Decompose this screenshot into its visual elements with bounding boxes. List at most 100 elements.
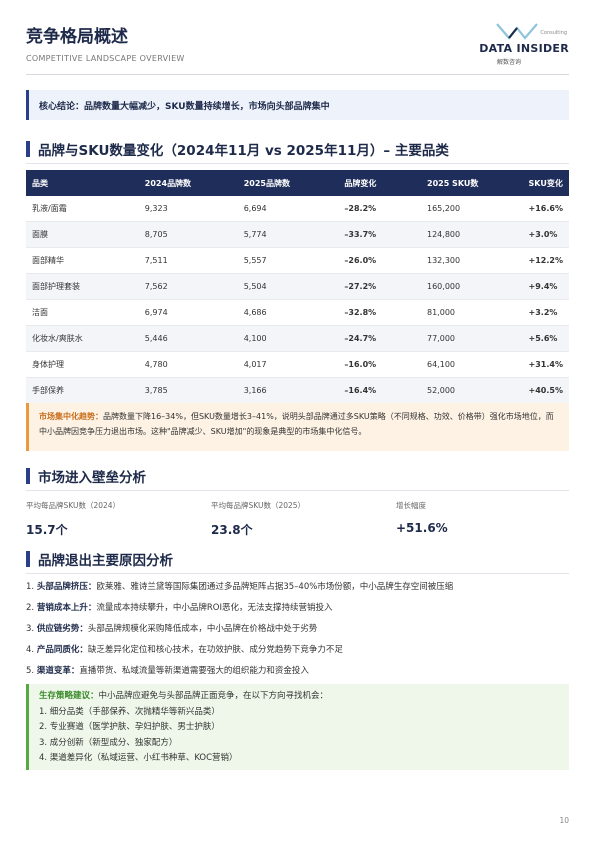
table-cell: 面部精华: [26, 247, 139, 274]
section-accent-bar: [26, 468, 30, 484]
table-cell: 8,705: [138, 221, 238, 248]
list-number: 1.: [26, 582, 35, 592]
page-number: 10: [559, 816, 569, 825]
table-header-cell: 品牌变化: [338, 170, 421, 196]
logo-small-text: Consulting: [540, 30, 567, 36]
table-cell: 化妆水/爽肤水: [26, 325, 139, 352]
table-cell: 5,557: [237, 247, 339, 274]
table-cell: 7,562: [138, 273, 238, 300]
logo-mark-icon: [496, 23, 538, 40]
brand-sku-table: 品类 2024品牌数 2025品牌数 品牌变化 2025 SKU数 SKU变化 …: [26, 170, 569, 404]
section-title-text: 品牌与SKU数量变化（2024年11月 vs 2025年11月）– 主要品类: [38, 143, 449, 159]
table-cell: 4,017: [237, 351, 339, 378]
table-cell: +3.0%: [522, 221, 569, 248]
page-title: 竞争格局概述: [26, 27, 128, 47]
strategy-heading: 生存策略建议：中小品牌应避免与头部品牌正面竞争，在以下方向寻找机会：: [39, 689, 559, 705]
trend-callout: 市场集中化趋势：品牌数量下降16–34%，但SKU数量增长3–41%，说明头部品…: [26, 403, 569, 451]
section-divider: [26, 163, 569, 164]
conclusion-box: 核心结论：品牌数量大幅减少，SKU数量持续增长，市场向头部品牌集中: [26, 90, 569, 120]
list-number: 4.: [26, 645, 35, 655]
table-cell: 77,000: [421, 325, 523, 352]
table-cell: 身体护理: [26, 351, 139, 378]
trend-lead: 市场集中化趋势：: [39, 412, 103, 421]
metric-value: 15.7个: [26, 523, 68, 537]
list-item-text: 头部品牌规模化采购降低成本，中小品牌在价格战中处于劣势: [87, 624, 318, 634]
table-row: 化妆水/爽肤水 5,446 4,100 –24.7% 77,000 +5.6%: [26, 325, 569, 352]
section-title-text: 市场进入壁垒分析: [38, 470, 146, 486]
table-cell: 132,300: [421, 247, 523, 274]
table-cell: 6,974: [138, 299, 238, 326]
page-header: 竞争格局概述 COMPETITIVE LANDSCAPE OVERVIEW Co…: [26, 20, 569, 76]
section-accent-bar: [26, 551, 30, 567]
strategy-item: 1. 细分品类（手部保养、次抛精华等新兴品类）: [39, 706, 220, 717]
list-item-text: 直播带货、私域流量等新渠道需要强大的组织能力和资金投入: [79, 666, 309, 676]
table-cell: 5,446: [138, 325, 238, 352]
list-item-title: 产品同质化：: [36, 645, 88, 655]
list-item: 1. 头部品牌挤压：欧莱雅、雅诗兰黛等国际集团通过多品牌矩阵占据35–40%市场…: [26, 580, 569, 601]
strategy-item: 3. 成分创新（新型成分、独家配方）: [39, 737, 178, 748]
table-row: 手部保养 3,785 3,166 –16.4% 52,000 +40.5%: [26, 377, 569, 404]
table-cell: +5.6%: [522, 325, 569, 352]
data-insider-logo: Consulting DATA INSIDER 解数咨询: [459, 20, 569, 70]
table-cell: 手部保养: [26, 377, 139, 404]
list-item: 2. 营销成本上升：流量成本持续攀升，中小品牌ROI恶化，无法支撑持续营销投入: [26, 601, 569, 622]
section-title-barriers: 市场进入壁垒分析: [26, 466, 569, 486]
table-cell: 7,511: [138, 247, 238, 274]
logo-text: DATA INSIDER: [479, 42, 569, 55]
table-header-cell: 2025品牌数: [237, 170, 339, 196]
list-number: 3.: [26, 624, 35, 634]
metric-sku-2024: 平均每品牌SKU数（2024） 15.7个: [26, 500, 120, 538]
table-cell: 124,800: [421, 221, 523, 248]
strategy-callout: 生存策略建议：中小品牌应避免与头部品牌正面竞争，在以下方向寻找机会： 1. 细分…: [26, 684, 569, 770]
exit-reasons-list: 1. 头部品牌挤压：欧莱雅、雅诗兰黛等国际集团通过多品牌矩阵占据35–40%市场…: [26, 580, 569, 685]
list-item: 4. 产品同质化：缺乏差异化定位和核心技术，在功效护肤、成分党趋势下竞争力不足: [26, 643, 569, 664]
table-cell: 9,323: [138, 196, 238, 222]
metric-label: 平均每品牌SKU数（2025）: [211, 501, 306, 510]
table-cell: 4,686: [237, 299, 339, 326]
page-subtitle: COMPETITIVE LANDSCAPE OVERVIEW: [26, 54, 185, 63]
list-item: 5. 渠道变革：直播带货、私域流量等新渠道需要强大的组织能力和资金投入: [26, 664, 569, 685]
table-row: 面部精华 7,511 5,557 –26.0% 132,300 +12.2%: [26, 247, 569, 274]
table-row: 面膜 8,705 5,774 –33.7% 124,800 +3.0%: [26, 221, 569, 248]
section-title-brand-sku: 品牌与SKU数量变化（2024年11月 vs 2025年11月）– 主要品类: [26, 139, 569, 159]
table-cell: 3,166: [237, 377, 339, 404]
section-accent-bar: [26, 141, 30, 157]
table-cell: +40.5%: [522, 377, 569, 404]
table-header-row: 品类 2024品牌数 2025品牌数 品牌变化 2025 SKU数 SKU变化: [26, 170, 569, 196]
table-cell: 160,000: [421, 273, 523, 300]
table-cell: –33.7%: [338, 221, 421, 248]
metric-label: 平均每品牌SKU数（2024）: [26, 501, 121, 510]
metric-value: 23.8个: [211, 523, 253, 537]
table-cell: 面部护理套装: [26, 273, 139, 300]
metric-label: 增长幅度: [396, 501, 426, 510]
table-cell: 乳液/面霜: [26, 196, 139, 222]
table-cell: 洁面: [26, 299, 139, 326]
table-header-cell: 2024品牌数: [138, 170, 238, 196]
list-item-text: 欧莱雅、雅诗兰黛等国际集团通过多品牌矩阵占据35–40%市场份额，中小品牌生存空…: [96, 582, 454, 592]
table-cell: +9.4%: [522, 273, 569, 300]
table-cell: –24.7%: [338, 325, 421, 352]
table-cell: +3.2%: [522, 299, 569, 326]
strategy-lead: 生存策略建议：: [39, 691, 99, 701]
table-cell: 64,100: [421, 351, 523, 378]
logo-sub-text: 解数咨询: [497, 59, 522, 66]
table-cell: 6,694: [237, 196, 339, 222]
list-item-text: 缺乏差异化定位和核心技术，在功效护肤、成分党趋势下竞争力不足: [87, 645, 343, 655]
table-cell: 52,000: [421, 377, 523, 404]
section-divider: [26, 573, 569, 574]
table-cell: 4,100: [237, 325, 339, 352]
table-cell: 165,200: [421, 196, 523, 222]
list-item-title: 渠道变革：: [36, 666, 80, 676]
metric-value: +51.6%: [396, 521, 448, 535]
conclusion-text: 核心结论：品牌数量大幅减少，SKU数量持续增长，市场向头部品牌集中: [39, 101, 330, 112]
table-cell: –27.2%: [338, 273, 421, 300]
table-header-cell: 2025 SKU数: [421, 170, 523, 196]
strategy-item: 4. 渠道差异化（私域运营、小红书种草、KOC营销）: [39, 753, 238, 763]
table-row: 面部护理套装 7,562 5,504 –27.2% 160,000 +9.4%: [26, 273, 569, 300]
table-cell: +12.2%: [522, 247, 569, 274]
table-cell: –28.2%: [338, 196, 421, 222]
strategy-intro: 中小品牌应避免与头部品牌正面竞争，在以下方向寻找机会：: [98, 691, 329, 701]
strategy-item: 2. 专业赛道（医学护肤、孕妇护肤、男士护肤）: [39, 722, 220, 732]
metric-growth: 增长幅度 +51.6%: [396, 500, 448, 535]
table-cell: +16.6%: [522, 196, 569, 222]
